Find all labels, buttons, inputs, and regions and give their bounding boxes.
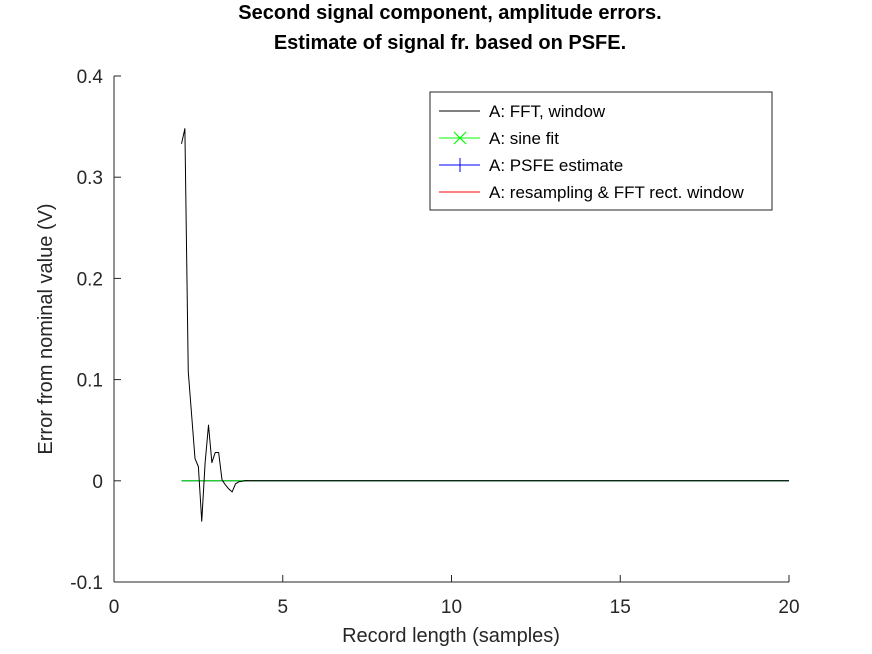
legend-entry: A: sine fit (439, 129, 559, 148)
x-tick-label: 20 (778, 597, 799, 618)
ticks-layer: 0 5 10 15 20 -0.1 0 0.1 0.2 0.3 0.4 (70, 67, 799, 618)
legend-label: A: FFT, window (489, 102, 606, 121)
y-tick-label: -0.1 (70, 573, 103, 594)
legend-label: A: resampling & FFT rect. window (489, 183, 744, 202)
legend-entry: A: resampling & FFT rect. window (439, 183, 744, 202)
legend-entry: A: FFT, window (439, 102, 606, 121)
x-tick-label: 0 (109, 597, 120, 618)
y-tick-label: 0 (92, 472, 103, 493)
y-tick-label: 0.4 (77, 67, 104, 88)
series-layer (181, 128, 789, 522)
x-tick-label: 10 (441, 597, 462, 618)
y-tick-label: 0.2 (77, 269, 103, 290)
legend-marker-x (453, 131, 467, 145)
legend-label: A: PSFE estimate (489, 156, 623, 175)
chart-subtitle: Estimate of signal fr. based on PSFE. (274, 32, 626, 54)
legend-label: A: sine fit (489, 129, 559, 148)
y-tick-label: 0.1 (77, 371, 103, 392)
legend-box (429, 91, 773, 211)
legend: A: FFT, window A: sine fit A: PSFE estimat… (429, 91, 773, 211)
x-tick-label: 15 (610, 597, 631, 618)
y-axis-label: Error from nominal value (V) (35, 203, 57, 454)
x-axis-label: Record length (samples) (342, 625, 560, 647)
x-tick-label: 5 (277, 597, 288, 618)
chart-title: Second signal component, amplitude error… (238, 2, 661, 24)
legend-entry: A: PSFE estimate (439, 156, 623, 175)
series-line-0 (181, 128, 789, 522)
y-tick-label: 0.3 (77, 168, 103, 189)
